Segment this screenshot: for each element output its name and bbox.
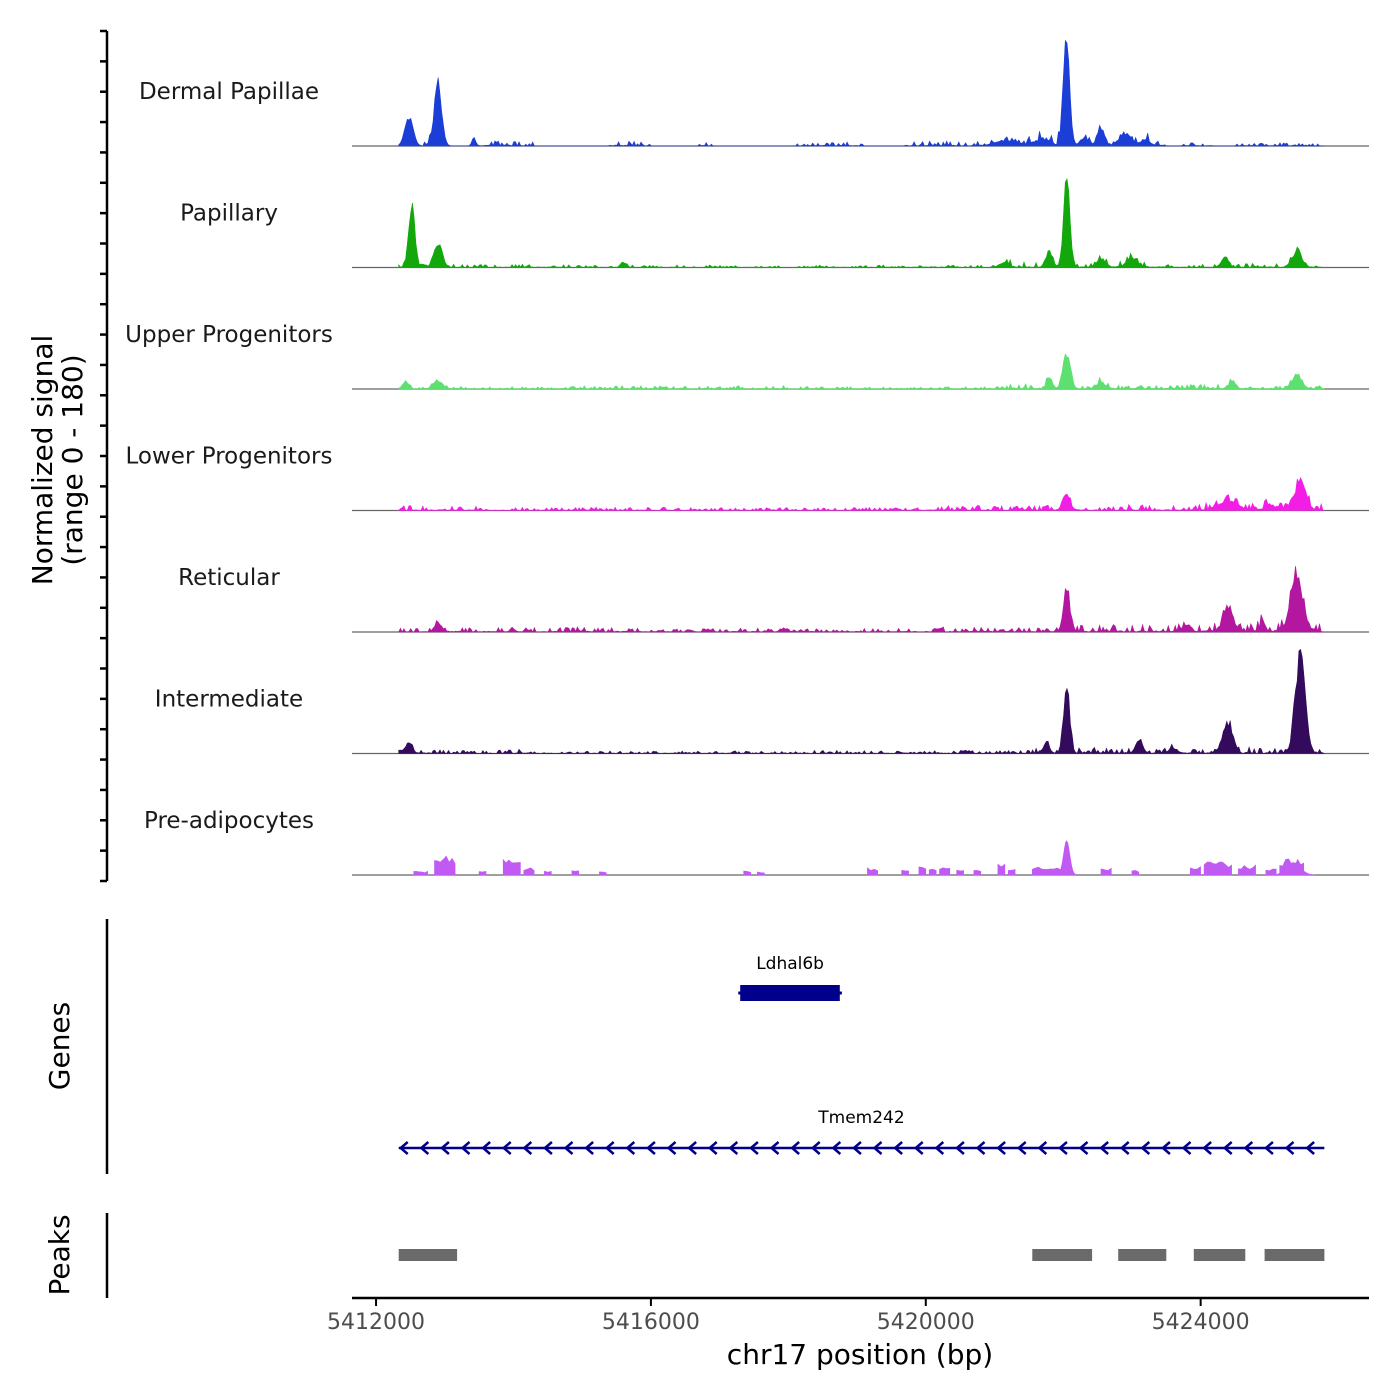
strand-arrow <box>584 1141 594 1155</box>
strand-arrow <box>1305 1141 1315 1155</box>
coverage-area <box>413 840 1315 876</box>
y-axis-title: Normalized signal <box>26 335 59 586</box>
strand-arrow <box>975 1141 986 1155</box>
gene-label: Tmem242 <box>817 1108 904 1128</box>
strand-arrow <box>1078 1141 1089 1155</box>
track-label: Papillary <box>180 201 278 227</box>
strand-arrows <box>398 1141 1315 1155</box>
strand-arrow <box>440 1141 450 1155</box>
track-label: Intermediate <box>155 687 303 713</box>
strand-arrow <box>831 1141 842 1155</box>
strand-arrow <box>707 1141 718 1155</box>
track-3: Lower Progenitors <box>126 444 1369 512</box>
strand-arrow <box>810 1141 821 1155</box>
coverage-area <box>398 566 1325 633</box>
strand-arrow <box>522 1141 533 1155</box>
x-axis-title: chr17 position (bp) <box>727 1338 993 1371</box>
coverage-area <box>398 177 1325 268</box>
peak-track <box>398 1249 1325 1261</box>
strand-arrow <box>1037 1141 1048 1155</box>
strand-arrow <box>460 1141 471 1155</box>
strand-arrow <box>913 1141 924 1155</box>
strand-arrow <box>1181 1141 1192 1155</box>
peak-region <box>1264 1249 1325 1261</box>
track-1: Papillary <box>180 177 1369 269</box>
coverage-area <box>398 353 1325 390</box>
strand-arrow <box>604 1141 615 1155</box>
coverage-tracks: Dermal Papillae Papillary Upper Progenitor… <box>125 39 1369 876</box>
track-5: Intermediate <box>155 648 1369 755</box>
track-4: Reticular <box>178 565 1369 633</box>
strand-arrow <box>996 1141 1006 1155</box>
gene-label: Ldhal6b <box>756 954 824 974</box>
strand-arrow <box>872 1141 883 1155</box>
coverage-area <box>398 476 1325 512</box>
strand-arrow <box>1202 1141 1212 1155</box>
signal-y-axis <box>100 29 109 883</box>
strand-arrow <box>398 1141 409 1155</box>
track-label: Upper Progenitors <box>125 322 333 348</box>
strand-arrow <box>1140 1141 1151 1155</box>
strand-arrow <box>1099 1141 1109 1155</box>
strand-arrow <box>1119 1141 1130 1155</box>
genes-axis-title: Genes <box>43 1002 76 1090</box>
strand-arrow <box>666 1141 677 1155</box>
strand-arrow <box>501 1141 512 1155</box>
peak-region <box>1193 1249 1246 1261</box>
strand-arrow <box>1284 1141 1295 1155</box>
strand-arrow <box>1016 1141 1027 1155</box>
gene-track: Ldhal6b Tmem242 <box>398 954 1325 1155</box>
x-tick-label: 5420000 <box>877 1310 975 1335</box>
strand-arrow <box>852 1141 862 1155</box>
track-6: Pre-adipocytes <box>144 808 1369 876</box>
strand-arrow <box>687 1141 697 1155</box>
gene-0: Ldhal6b <box>738 954 842 1001</box>
strand-arrow <box>749 1141 759 1155</box>
x-tick-label: 5424000 <box>1152 1310 1250 1335</box>
peak-region <box>1032 1249 1093 1261</box>
strand-arrow <box>646 1141 656 1155</box>
peak-region <box>1118 1249 1167 1261</box>
strand-arrow <box>419 1141 430 1155</box>
peak-region <box>398 1249 458 1261</box>
strand-arrow <box>1243 1141 1254 1155</box>
strand-arrow <box>893 1141 903 1155</box>
track-2: Upper Progenitors <box>125 322 1369 390</box>
x-tick-label: 5416000 <box>602 1310 700 1335</box>
track-0: Dermal Papillae <box>139 39 1369 147</box>
track-label: Pre-adipocytes <box>144 808 314 834</box>
track-label: Dermal Papillae <box>139 79 319 105</box>
track-label: Lower Progenitors <box>126 444 333 470</box>
strand-arrow <box>1222 1141 1233 1155</box>
track-label: Reticular <box>178 565 280 591</box>
strand-arrow <box>563 1141 574 1155</box>
signal-axis-title-group: Normalized signal (range 0 - 180) <box>26 335 89 586</box>
strand-arrow <box>543 1141 553 1155</box>
coverage-area <box>398 648 1325 755</box>
strand-arrow <box>1058 1141 1068 1155</box>
y-axis-range: (range 0 - 180) <box>56 354 89 565</box>
strand-arrow <box>790 1141 800 1155</box>
gene-1: Tmem242 <box>398 1108 1325 1155</box>
strand-arrow <box>625 1141 636 1155</box>
strand-arrow <box>1161 1141 1171 1155</box>
x-axis-ticks: 5412000 5416000 5420000 5424000 <box>327 1298 1250 1335</box>
strand-arrow <box>955 1141 965 1155</box>
coverage-area <box>398 39 1325 147</box>
strand-arrow <box>728 1141 739 1155</box>
strand-arrow <box>769 1141 780 1155</box>
peaks-axis-title: Peaks <box>43 1214 76 1295</box>
signal-axis-ticks <box>100 29 107 883</box>
strand-arrow <box>934 1141 945 1155</box>
strand-arrow <box>481 1141 491 1155</box>
strand-arrow <box>1264 1141 1274 1155</box>
x-tick-label: 5412000 <box>327 1310 425 1335</box>
